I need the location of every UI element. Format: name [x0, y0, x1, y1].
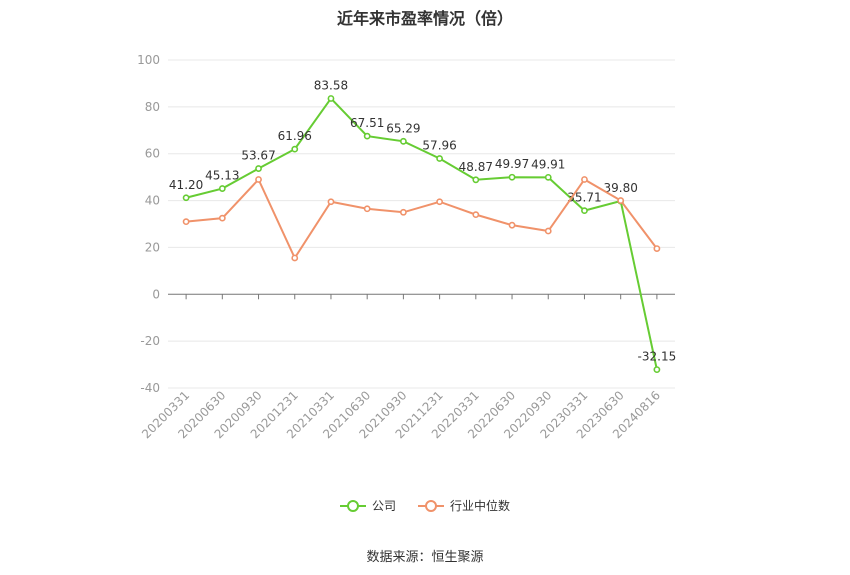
legend-line-industry-icon [418, 499, 444, 512]
data-point [399, 137, 407, 145]
data-label: 45.13 [205, 169, 239, 183]
data-point [508, 221, 516, 229]
data-label: 57.96 [422, 138, 456, 152]
y-tick-label: 100 [137, 53, 160, 67]
data-label: 83.58 [314, 78, 348, 92]
legend-label-company: 公司 [371, 499, 396, 513]
y-tick-label: 40 [145, 194, 160, 208]
data-point [472, 176, 480, 184]
data-point [617, 197, 625, 204]
y-tick-label: 80 [145, 100, 160, 114]
data-point [544, 227, 552, 235]
data-point [653, 245, 661, 252]
data-point [182, 194, 190, 202]
y-tick-label: -40 [140, 381, 160, 395]
data-point [327, 95, 335, 102]
y-tick-label: 20 [145, 240, 160, 254]
data-point [399, 208, 407, 216]
series-line-industry [186, 177, 658, 261]
legend-item-industry[interactable]: 行业中位数 [418, 497, 510, 514]
chart-legend: 公司 行业中位数 [0, 497, 850, 514]
legend-label-industry: 行业中位数 [450, 499, 511, 513]
data-point [436, 198, 444, 206]
legend-line-company-icon [339, 499, 366, 512]
data-label: 61.96 [278, 129, 312, 143]
data-point [581, 207, 588, 215]
data-point [255, 165, 262, 172]
data-point [363, 132, 371, 140]
data-point [218, 214, 226, 222]
data-label: 48.87 [459, 160, 493, 174]
data-point [182, 218, 190, 226]
data-point [291, 254, 299, 262]
data-point [255, 176, 262, 183]
data-source: 数据来源：恒生聚源 [366, 550, 484, 565]
data-label: 49.91 [531, 157, 565, 171]
y-tick-label: 60 [145, 147, 160, 161]
data-point [436, 155, 444, 162]
y-tick-label: 0 [152, 287, 160, 301]
data-label: 65.29 [386, 121, 420, 135]
data-label: 41.20 [169, 178, 203, 192]
data-point [327, 198, 335, 206]
data-point [291, 145, 299, 153]
data-point [472, 211, 480, 219]
data-point [581, 176, 588, 183]
series-line-company [185, 96, 658, 370]
data-point [508, 173, 516, 181]
data-label: -32.15 [638, 350, 677, 364]
data-label: 35.71 [567, 191, 601, 205]
data-label: 67.51 [350, 116, 384, 130]
data-label: 49.97 [495, 157, 529, 171]
data-label: 53.67 [241, 149, 275, 163]
data-label: 39.80 [603, 181, 637, 195]
legend-item-company[interactable]: 公司 [339, 497, 396, 514]
chart-title: 近年来市盈率情况（倍） [336, 9, 513, 28]
data-point [653, 366, 661, 374]
data-point [363, 205, 371, 213]
data-point [218, 185, 226, 192]
data-point [544, 173, 552, 181]
y-tick-label: -20 [140, 334, 160, 348]
